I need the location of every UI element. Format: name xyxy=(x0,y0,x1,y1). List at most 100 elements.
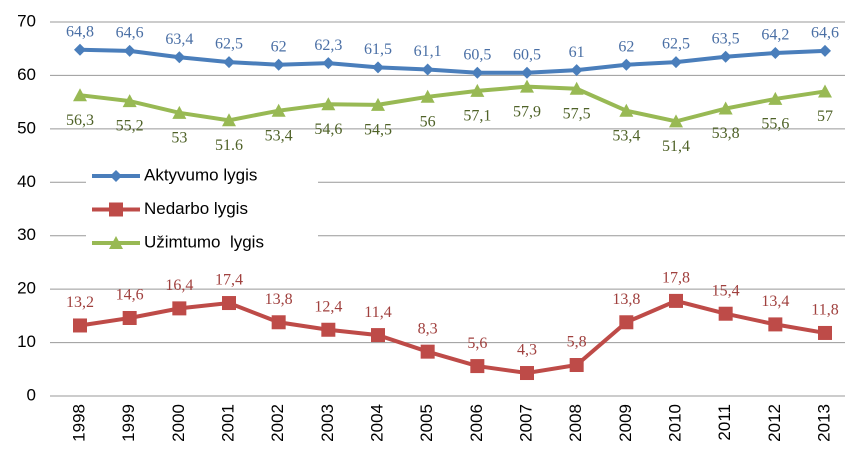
point xyxy=(420,89,435,103)
x-tick-label: 2004 xyxy=(367,404,386,442)
point xyxy=(371,97,385,111)
point xyxy=(818,84,832,98)
data-label: 5,6 xyxy=(467,335,487,352)
point xyxy=(271,103,286,117)
point xyxy=(570,64,583,77)
data-label: 61,1 xyxy=(414,43,442,60)
data-label: 11,8 xyxy=(811,302,838,319)
data-label: 8,3 xyxy=(418,320,438,337)
data-label: 53 xyxy=(171,130,187,147)
y-tick-label: 0 xyxy=(27,385,36,404)
legend-marker xyxy=(110,170,122,182)
point xyxy=(470,359,485,374)
point xyxy=(172,301,187,316)
point xyxy=(421,63,434,76)
legend-label: Nedarbo lygis xyxy=(144,199,248,218)
x-tick-label: 2010 xyxy=(665,404,684,442)
legend-marker xyxy=(109,236,123,249)
point xyxy=(620,58,633,71)
point xyxy=(122,94,137,108)
data-label: 13,8 xyxy=(612,291,640,308)
data-label: 57,9 xyxy=(513,103,541,120)
data-label: 64,6 xyxy=(116,25,144,42)
y-tick-label: 20 xyxy=(17,279,36,298)
data-label: 57,5 xyxy=(563,105,591,122)
data-label: 62,5 xyxy=(662,36,690,53)
data-label: 15,4 xyxy=(712,282,740,299)
point xyxy=(222,113,236,127)
data-label: 54,5 xyxy=(364,121,392,138)
data-label: 62 xyxy=(618,38,634,55)
point xyxy=(520,366,534,381)
data-label: 64,2 xyxy=(761,27,789,44)
x-tick-label: 1998 xyxy=(69,404,88,442)
point xyxy=(471,66,484,79)
x-tick-label: 2002 xyxy=(268,404,287,442)
data-label: 62,3 xyxy=(314,37,342,54)
point xyxy=(718,101,733,115)
data-label: 17,8 xyxy=(662,270,690,287)
data-label: 61 xyxy=(569,44,585,61)
data-label: 64,6 xyxy=(811,25,839,42)
point xyxy=(569,358,584,373)
legend-label: Aktyvumo lygis xyxy=(144,165,257,184)
data-label: 16,4 xyxy=(165,277,193,294)
data-label: 13,4 xyxy=(761,293,789,310)
point xyxy=(819,44,831,57)
legend-marker xyxy=(109,202,123,217)
point xyxy=(271,315,286,330)
point xyxy=(569,81,584,95)
point xyxy=(222,296,236,311)
data-label: 56 xyxy=(420,113,436,130)
point xyxy=(122,310,137,325)
x-tick-label: 1999 xyxy=(119,404,138,442)
x-tick-label: 2005 xyxy=(417,404,436,442)
y-tick-label: 40 xyxy=(17,172,36,191)
data-label: 17,4 xyxy=(215,272,243,289)
data-label: 53,4 xyxy=(265,127,293,144)
x-tick-label: 2006 xyxy=(467,404,486,442)
point xyxy=(322,57,335,70)
x-tick-label: 2007 xyxy=(516,404,535,442)
point xyxy=(321,322,336,337)
data-label: 12,4 xyxy=(314,298,342,315)
point xyxy=(73,88,87,102)
point xyxy=(372,61,384,74)
data-label: 54,6 xyxy=(314,121,342,138)
data-label: 60,5 xyxy=(513,46,541,63)
y-tick-label: 30 xyxy=(17,225,36,244)
point xyxy=(173,51,186,64)
data-label: 57,1 xyxy=(463,108,491,125)
data-label: 64,8 xyxy=(66,23,94,40)
data-label: 62 xyxy=(271,38,287,55)
legend-label: Užimtumo lygis xyxy=(144,232,264,251)
x-tick-label: 2009 xyxy=(616,404,635,442)
point xyxy=(223,56,235,69)
point xyxy=(768,91,783,105)
data-label: 55,2 xyxy=(116,118,144,135)
point xyxy=(719,50,732,63)
series-line xyxy=(79,47,826,75)
x-tick-label: 2012 xyxy=(765,404,784,442)
y-tick-label: 50 xyxy=(17,118,36,137)
data-label: 11,4 xyxy=(364,304,391,321)
point xyxy=(669,114,683,128)
data-label: 13,2 xyxy=(66,294,94,311)
point xyxy=(371,328,385,343)
x-tick-label: 2013 xyxy=(814,404,833,442)
data-label: 60,5 xyxy=(463,46,491,63)
point xyxy=(470,83,485,97)
data-label: 56,3 xyxy=(66,112,94,129)
point xyxy=(123,44,136,57)
data-label: 62,5 xyxy=(215,36,243,53)
point xyxy=(670,56,682,69)
data-label: 61,5 xyxy=(364,41,392,58)
point xyxy=(619,315,634,330)
point xyxy=(172,105,187,119)
data-label: 4,3 xyxy=(517,342,537,359)
x-tick-label: 2001 xyxy=(218,404,237,442)
y-tick-label: 70 xyxy=(17,11,36,30)
point xyxy=(769,46,782,59)
data-label: 57 xyxy=(817,108,833,125)
